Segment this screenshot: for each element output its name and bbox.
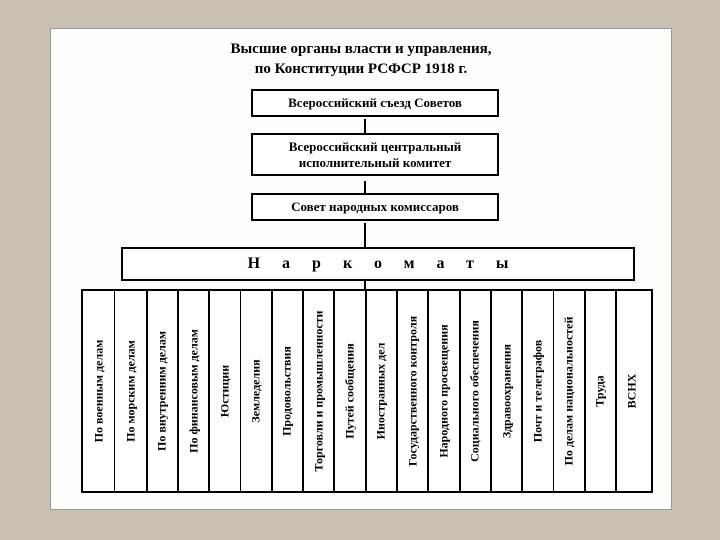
commissariat-column: По военным делам [83, 291, 115, 491]
commissariat-column: Земледелия [240, 291, 273, 491]
commissariat-column: Народного просвещения [427, 291, 460, 491]
commissariat-column: По морским делам [114, 291, 147, 491]
commissariat-label: Здравоохранения [499, 344, 514, 438]
commissariat-label: Путей сообщения [343, 343, 358, 439]
commissariat-column: Почт и телеграфов [521, 291, 554, 491]
commissariat-label: Торговли и промышленности [311, 311, 326, 472]
commissariat-label: По финансовым делам [186, 329, 201, 453]
commissariat-column: Продовольствия [271, 291, 304, 491]
commissariat-column: Торговли и промышленности [302, 291, 335, 491]
commissariats-header: Наркоматы [121, 247, 635, 281]
commissariat-label: По военным делам [91, 340, 106, 443]
node-council-of-commissars: Совет народных комиссаров [251, 193, 499, 221]
commissariat-label: Почт и телеграфов [530, 340, 545, 443]
commissariat-column: По делам национальностей [553, 291, 586, 491]
commissariat-label: Юстиции [217, 365, 232, 417]
commissariat-label: По внутренним делам [155, 331, 170, 451]
commissariats-strip: По военным делам По морским делам По внутр… [81, 289, 653, 493]
commissariat-column: Иностранных дел [365, 291, 398, 491]
commissariat-column: Путей сообщения [333, 291, 366, 491]
commissariat-column: По внутренним делам [146, 291, 179, 491]
commissariat-column: Социального обеспечения [459, 291, 492, 491]
title-line-1: Высшие органы власти и управления, [51, 39, 671, 59]
commissariat-column: По финансовым делам [177, 291, 210, 491]
commissariat-label: Народного просвещения [436, 324, 451, 457]
diagram-title: Высшие органы власти и управления, по Ко… [51, 39, 671, 80]
commissariat-column: Юстиции [208, 291, 241, 491]
commissariat-label: Труда [593, 375, 608, 406]
header-label: Наркоматы [248, 255, 531, 272]
commissariat-label: ВСНХ [624, 374, 639, 409]
commissariat-label: По морским делам [123, 340, 138, 442]
commissariat-label: Социального обеспечения [468, 320, 483, 462]
node-label: Всероссийский съезд Советов [288, 95, 462, 110]
commissariat-column: Труда [584, 291, 617, 491]
commissariat-label: По делам национальностей [562, 317, 577, 466]
commissariat-column: Здравоохранения [490, 291, 523, 491]
commissariat-label: Государственного контроля [405, 316, 420, 466]
commissariat-label: Иностранных дел [374, 343, 389, 440]
commissariat-label: Продовольствия [280, 346, 295, 436]
title-line-2: по Конституции РСФСР 1918 г. [51, 59, 671, 79]
commissariat-column: ВСНХ [615, 291, 647, 491]
node-central-executive-committee: Всероссийский центральный исполнительный… [251, 133, 499, 176]
node-label-line1: Всероссийский центральный [289, 139, 462, 154]
paper-sheet: Высшие органы власти и управления, по Ко… [50, 28, 672, 510]
node-label-line2: исполнительный комитет [299, 155, 452, 170]
node-congress-of-soviets: Всероссийский съезд Советов [251, 89, 499, 117]
node-label: Совет народных комиссаров [291, 199, 459, 214]
commissariat-label: Земледелия [249, 359, 264, 422]
commissariat-column: Государственного контроля [396, 291, 429, 491]
